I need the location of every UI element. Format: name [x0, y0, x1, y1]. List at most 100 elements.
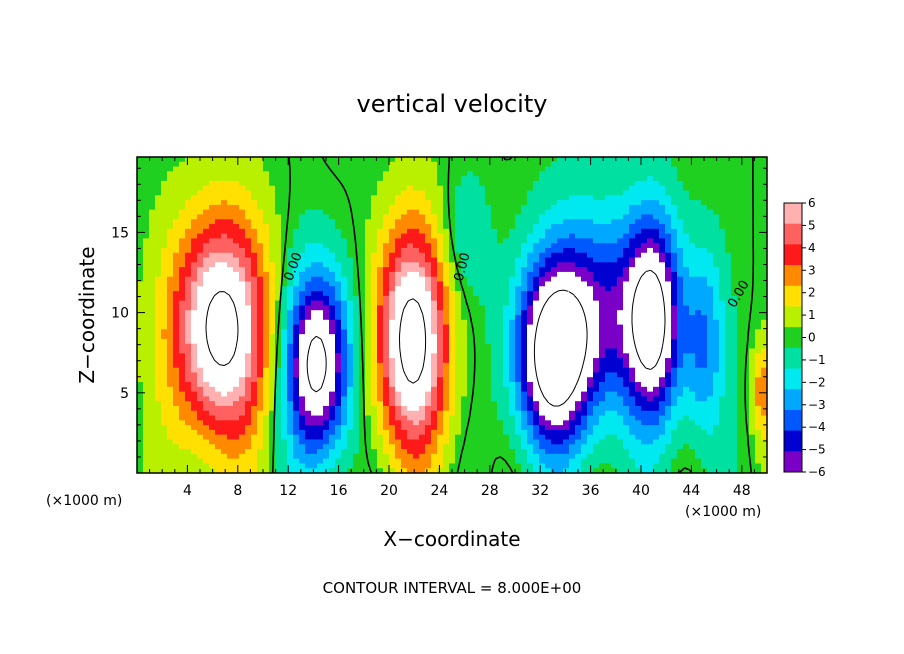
field-cell — [245, 305, 252, 311]
field-cell — [425, 276, 432, 283]
field-cell — [407, 185, 414, 192]
field-cell — [497, 233, 504, 239]
field-cell — [299, 228, 306, 235]
field-cell — [341, 439, 348, 445]
field-cell — [389, 358, 396, 364]
field-cell — [389, 338, 396, 345]
field-cell — [293, 219, 300, 225]
field-cell — [551, 358, 558, 364]
field-cell — [503, 176, 510, 182]
field-cell — [497, 295, 504, 302]
field-cell — [293, 190, 300, 196]
field-cell — [479, 391, 486, 397]
field-cell — [149, 291, 156, 297]
field-cell — [233, 171, 240, 177]
field-cell — [557, 444, 564, 450]
field-cell — [401, 453, 408, 460]
field-cell — [383, 396, 390, 402]
field-cell — [569, 420, 576, 426]
field-cell — [587, 200, 594, 206]
field-cell — [281, 453, 288, 460]
field-cell — [287, 372, 294, 378]
field-cell — [197, 358, 204, 364]
field-cell — [395, 166, 402, 172]
field-cell — [551, 425, 558, 431]
field-cell — [473, 329, 480, 335]
field-cell — [401, 358, 408, 364]
field-cell — [443, 291, 450, 297]
field-cell — [581, 286, 588, 292]
field-cell — [389, 434, 396, 441]
field-cell — [521, 425, 528, 431]
field-cell — [395, 367, 402, 374]
field-cell — [275, 410, 282, 417]
field-cell — [587, 300, 594, 307]
field-cell — [443, 286, 450, 292]
field-cell — [209, 439, 216, 445]
field-cell — [569, 305, 576, 311]
field-cell — [581, 439, 588, 445]
field-cell — [545, 257, 552, 263]
field-cell — [293, 252, 300, 259]
field-cell — [317, 439, 324, 445]
field-cell — [581, 391, 588, 397]
field-cell — [545, 262, 552, 268]
field-cell — [329, 271, 336, 278]
field-cell — [521, 367, 528, 374]
field-cell — [473, 372, 480, 378]
field-cell — [197, 300, 204, 307]
field-cell — [467, 358, 474, 364]
field-cell — [503, 233, 510, 239]
field-cell — [437, 209, 444, 216]
field-cell — [245, 243, 252, 249]
field-cell — [167, 324, 174, 330]
field-cell — [173, 204, 180, 211]
field-cell — [173, 415, 180, 421]
field-cell — [419, 324, 426, 330]
field-cell — [137, 219, 144, 225]
field-cell — [317, 295, 324, 302]
field-cell — [575, 300, 582, 307]
field-cell — [383, 444, 390, 450]
field-cell — [221, 224, 228, 230]
field-cell — [533, 185, 540, 192]
field-cell — [329, 161, 336, 168]
field-cell — [305, 334, 312, 340]
field-cell — [395, 300, 402, 307]
field-cell — [335, 372, 342, 378]
field-cell — [533, 362, 540, 369]
field-cell — [353, 209, 360, 216]
field-cell — [497, 463, 504, 469]
field-cell — [287, 310, 294, 316]
field-cell — [413, 243, 420, 249]
field-cell — [251, 324, 258, 330]
field-cell — [149, 439, 156, 445]
field-cell — [383, 348, 390, 354]
field-cell — [185, 209, 192, 216]
field-cell — [545, 281, 552, 287]
field-cell — [527, 324, 534, 330]
field-cell — [269, 262, 276, 268]
field-cell — [245, 324, 252, 330]
field-cell — [515, 180, 522, 187]
field-cell — [275, 463, 282, 469]
field-cell — [509, 453, 516, 460]
field-cell — [539, 334, 546, 340]
field-cell — [527, 310, 534, 316]
field-cell — [161, 362, 168, 369]
field-cell — [407, 295, 414, 302]
field-cell — [551, 372, 558, 378]
field-cell — [203, 276, 210, 283]
field-cell — [215, 228, 222, 235]
field-cell — [365, 161, 372, 168]
field-cell — [221, 463, 228, 469]
field-cell — [173, 444, 180, 450]
field-cell — [293, 195, 300, 201]
field-cell — [425, 343, 432, 350]
field-cell — [569, 281, 576, 287]
field-cell — [227, 458, 234, 465]
field-cell — [245, 200, 252, 206]
field-cell — [221, 353, 228, 359]
field-cell — [191, 449, 198, 455]
field-cell — [155, 228, 162, 235]
